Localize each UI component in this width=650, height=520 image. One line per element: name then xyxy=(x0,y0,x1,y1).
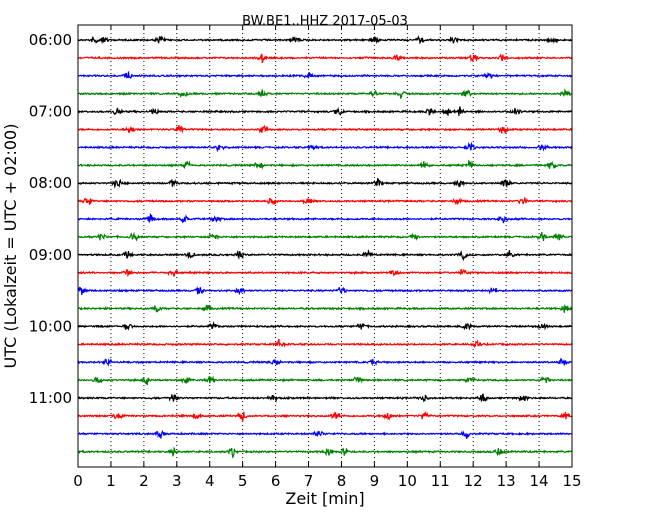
trace-row xyxy=(77,231,573,243)
chart-title: BW.BE1..HHZ 2017-05-03 xyxy=(242,14,408,29)
x-tick-label: 0 xyxy=(73,472,83,490)
trace-row xyxy=(77,159,573,170)
x-ticks: 0 1 2 3 4 5 6 7 8 9 10 11 12 13 14 15 xyxy=(73,25,582,490)
trace-row xyxy=(77,106,573,116)
x-tick-label: 12 xyxy=(464,472,483,490)
trace-row xyxy=(77,124,573,135)
trace-row xyxy=(77,320,573,331)
y-tick-label: 09:00 xyxy=(29,246,72,264)
y-axis-label: UTC (Lokalzeit = UTC + 02:00) xyxy=(1,124,20,369)
trace-row xyxy=(77,177,573,189)
trace-row xyxy=(78,248,573,262)
x-tick-label: 11 xyxy=(431,472,450,490)
y-tick-label: 06:00 xyxy=(29,31,72,49)
trace-row xyxy=(77,71,573,79)
x-tick-label: 5 xyxy=(238,472,248,490)
trace-group xyxy=(77,35,573,459)
trace-row xyxy=(77,88,573,99)
trace-row xyxy=(77,357,573,367)
x-tick-label: 4 xyxy=(205,472,215,490)
x-tick-label: 9 xyxy=(370,472,380,490)
trace-row xyxy=(77,303,573,313)
x-tick-label: 2 xyxy=(139,472,149,490)
trace-row xyxy=(77,213,573,224)
trace-row xyxy=(77,268,573,278)
plot-frame xyxy=(77,24,573,468)
x-tick-label: 1 xyxy=(106,472,116,490)
y-tick-label: 08:00 xyxy=(29,174,72,192)
trace-row xyxy=(77,286,573,296)
y-tick-label: 11:00 xyxy=(29,389,72,407)
y-tick-label: 07:00 xyxy=(29,103,72,121)
trace-row xyxy=(77,141,573,153)
x-tick-label: 3 xyxy=(172,472,182,490)
x-tick-label: 15 xyxy=(562,472,581,490)
y-tick-label: 10:00 xyxy=(29,317,72,335)
trace-row xyxy=(78,196,573,206)
trace-row xyxy=(77,446,573,459)
trace-row xyxy=(77,35,573,45)
x-tick-label: 10 xyxy=(398,472,417,490)
x-tick-label: 6 xyxy=(271,472,281,490)
trace-row xyxy=(77,393,573,403)
x-axis-label: Zeit [min] xyxy=(285,489,364,508)
x-tick-label: 8 xyxy=(337,472,347,490)
trace-row xyxy=(77,429,573,439)
x-tick-label: 7 xyxy=(304,472,314,490)
y-ticks: 06:00 07:00 08:00 09:00 10:00 11:00 xyxy=(29,31,572,407)
grid xyxy=(110,25,540,467)
x-tick-label: 14 xyxy=(530,472,549,490)
trace-row xyxy=(77,338,573,349)
trace-row xyxy=(77,375,573,386)
trace-row xyxy=(77,53,573,63)
trace-row xyxy=(78,410,572,423)
x-tick-label: 13 xyxy=(497,472,516,490)
